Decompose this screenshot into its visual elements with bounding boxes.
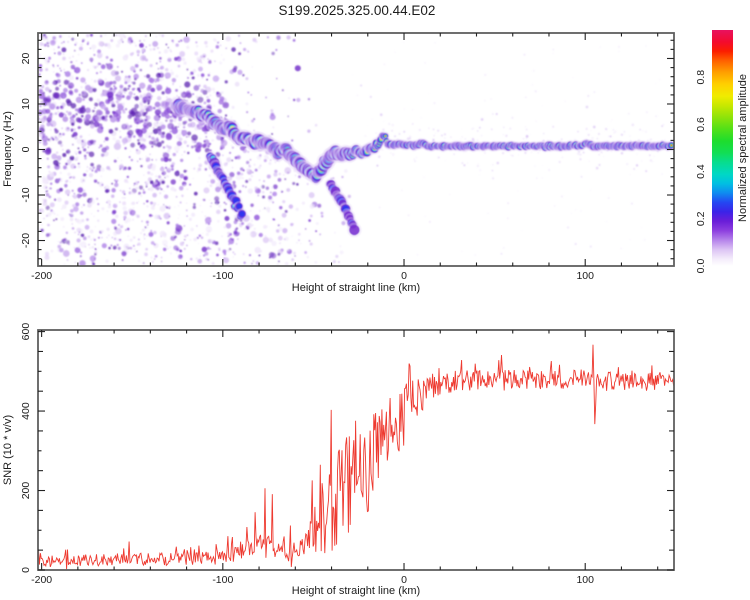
y-tick-label: 400 <box>20 402 32 420</box>
axis-frame <box>37 329 675 571</box>
x-tick-label: -100 <box>212 270 233 282</box>
x-tick-label: -100 <box>212 574 233 586</box>
snr-series <box>38 344 674 570</box>
spectrogram-y-axis-title: Frequency (Hz) <box>2 111 14 187</box>
colorbar-title: Normalized spectral amplitude <box>737 74 749 222</box>
colorbar-tick-label: 0.6 <box>695 117 707 132</box>
snr-content <box>38 344 674 570</box>
snr-x-axis-title: Height of straight line (km) <box>292 585 420 597</box>
y-tick-label: 200 <box>20 482 32 500</box>
x-tick-label: 100 <box>576 270 594 282</box>
y-tick-label: 0 <box>20 146 32 152</box>
snr-y-axis-title: SNR (10 * v/v) <box>2 415 14 485</box>
colorbar-tick-label: 0.4 <box>695 164 707 179</box>
x-tick-label: 100 <box>576 574 594 586</box>
spectrogram-content <box>38 33 674 266</box>
y-tick-label: 0 <box>20 567 32 573</box>
spectrogram-x-axis-title: Height of straight line (km) <box>292 282 420 294</box>
x-tick-label: -200 <box>31 574 52 586</box>
snr-axes: -200 -100 0 100 0 200 400 600 <box>20 323 675 586</box>
colorbar-tick-label: 0.2 <box>695 211 707 226</box>
colorbar-tick-labels: 0.0 0.2 0.4 0.6 0.8 <box>695 70 707 274</box>
colorbar-tick-label: 0.0 <box>695 259 707 274</box>
colorbar-tick-label: 0.8 <box>695 70 707 85</box>
y-tick-label: -10 <box>20 187 32 202</box>
y-tick-label: 20 <box>20 52 32 64</box>
x-tick-label: 0 <box>401 574 407 586</box>
plot-title: S199.2025.325.00.44.E02 <box>279 3 436 18</box>
y-tick-label: -20 <box>20 233 32 248</box>
x-tick-label: -200 <box>31 270 52 282</box>
y-tick-label: 600 <box>20 323 32 341</box>
colorbar <box>712 30 733 266</box>
meteor-trace <box>168 96 674 238</box>
x-tick-label: 0 <box>401 270 407 282</box>
y-tick-label: 10 <box>20 98 32 110</box>
colorbar-gradient <box>712 30 733 266</box>
